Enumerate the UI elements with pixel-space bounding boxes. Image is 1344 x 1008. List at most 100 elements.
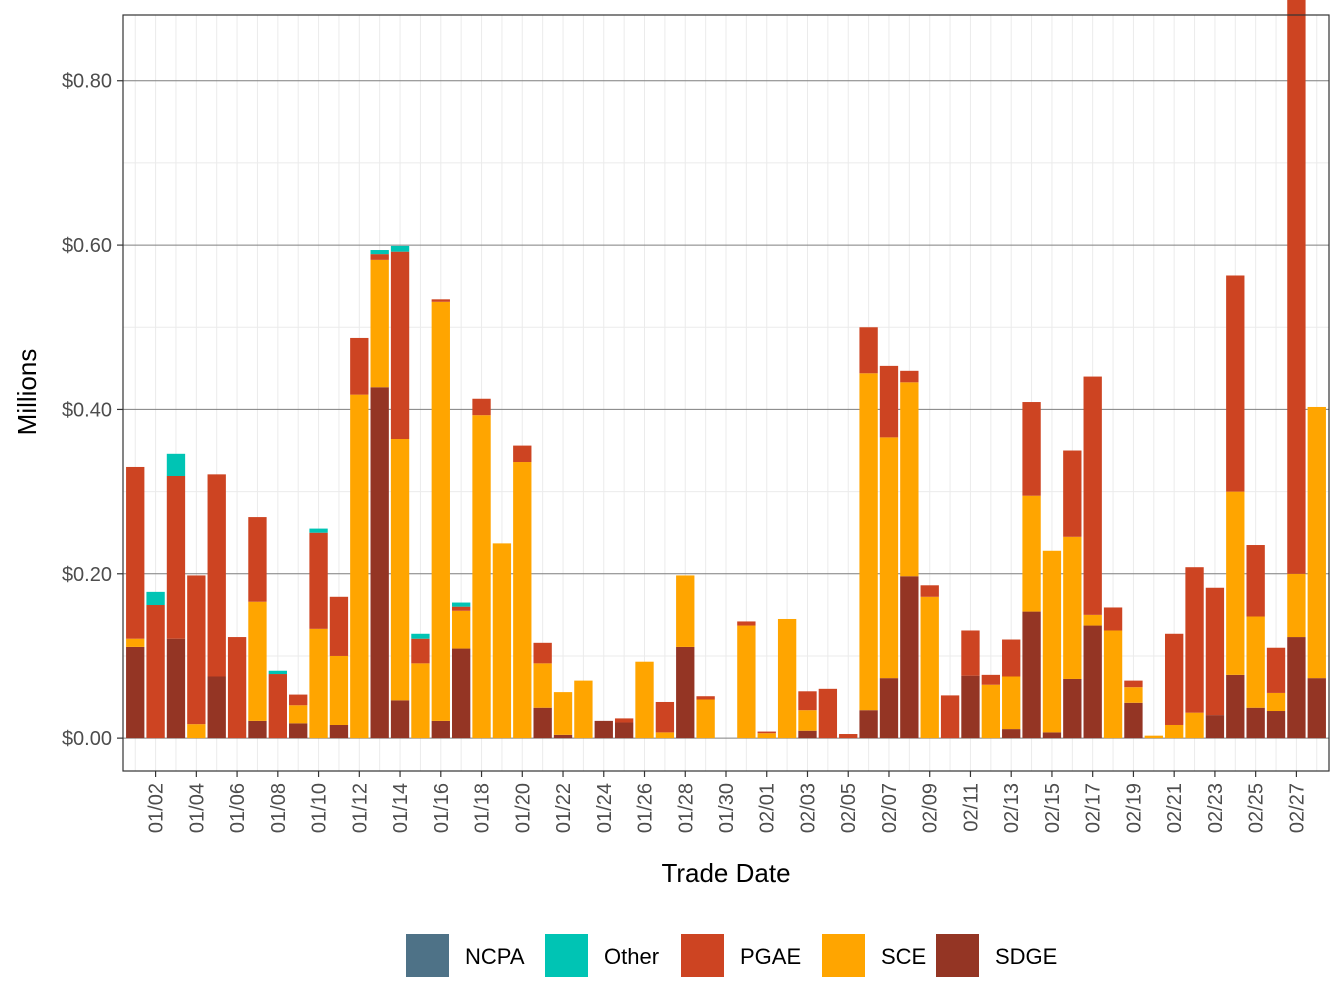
- bar-pgae-01-06: [227, 637, 247, 739]
- bar-pgae-02-05: [839, 734, 858, 739]
- bar-sdge-01-03: [166, 638, 186, 739]
- bar-sce-01-21: [533, 663, 552, 708]
- bar-sce-02-08: [900, 382, 919, 577]
- bar-pgae-02-21: [1165, 633, 1184, 725]
- bars: [126, 0, 1326, 739]
- bar-sce-02-21: [1165, 724, 1184, 739]
- bar-pgae-02-01: [757, 731, 776, 734]
- x-tick-label: 02/09: [920, 783, 942, 833]
- bar-pgae-01-13: [370, 254, 389, 260]
- bar-sce-01-27: [655, 732, 675, 739]
- bar-other-01-13: [370, 250, 389, 255]
- bar-pgae-01-31: [737, 621, 756, 626]
- bar-sdge-02-07: [879, 678, 899, 739]
- bar-pgae-02-11: [961, 630, 980, 676]
- bar-sdge-02-06: [859, 710, 878, 739]
- bar-pgae-02-12: [981, 674, 1000, 685]
- bar-pgae-01-02: [146, 605, 165, 739]
- x-tick-label: 02/07: [879, 783, 901, 833]
- bar-pgae-02-10: [940, 695, 960, 739]
- bar-sdge-02-26: [1266, 711, 1286, 739]
- bar-pgae-02-24: [1226, 275, 1245, 492]
- x-tick-label: 02/25: [1246, 783, 1268, 833]
- bar-sce-02-19: [1124, 687, 1143, 703]
- bar-sdge-02-17: [1083, 625, 1102, 739]
- y-tick-label: $0.00: [62, 728, 112, 750]
- bar-sce-02-17: [1083, 614, 1102, 626]
- bar-sce-01-07: [248, 601, 267, 721]
- bar-sdge-01-11: [329, 724, 349, 739]
- y-tick-label: $0.40: [62, 399, 112, 421]
- bar-pgae-01-12: [350, 337, 369, 395]
- legend-swatch-sdge: [936, 934, 979, 977]
- bar-sdge-02-25: [1246, 707, 1265, 739]
- bar-sce-01-31: [737, 625, 756, 739]
- legend-label-sdge: SDGE: [995, 944, 1057, 969]
- bar-sdge-01-14: [390, 700, 410, 739]
- bar-other-01-17: [452, 602, 471, 607]
- bar-pgae-02-25: [1246, 545, 1265, 617]
- bar-sce-02-16: [1063, 536, 1082, 679]
- bar-sce-01-12: [350, 394, 369, 739]
- bar-pgae-02-09: [920, 585, 939, 597]
- bar-other-01-02: [146, 591, 165, 606]
- bar-pgae-02-17: [1083, 376, 1102, 615]
- bar-pgae-02-04: [818, 688, 838, 739]
- bar-pgae-01-03: [166, 475, 186, 639]
- x-axis-title: Trade Date: [661, 858, 790, 888]
- x-tick-label: 01/26: [635, 783, 657, 833]
- bar-sce-02-06: [859, 373, 878, 711]
- bar-pgae-01-15: [411, 638, 430, 664]
- bar-sce-02-13: [1002, 676, 1021, 730]
- y-tick-label: $0.60: [62, 235, 112, 257]
- bar-pgae-01-09: [289, 694, 308, 706]
- bar-sdge-01-28: [676, 646, 695, 739]
- legend-label-sce: SCE: [881, 944, 926, 969]
- x-axis: 01/02 01/04 01/06 01/08 01/10 01/12 01/14 01/16…: [146, 771, 1308, 833]
- bar-sdge-02-11: [961, 675, 980, 739]
- x-tick-label: 02/19: [1123, 783, 1145, 833]
- legend-label-other: Other: [604, 944, 659, 969]
- bar-sce-02-24: [1226, 491, 1245, 675]
- bar-pgae-01-20: [513, 445, 532, 463]
- bar-pgae-02-18: [1103, 607, 1123, 631]
- bar-sce-01-18: [472, 415, 491, 739]
- bar-pgae-01-05: [207, 474, 226, 677]
- legend-swatch-other: [545, 934, 588, 977]
- bar-sdge-01-05: [207, 676, 226, 739]
- bar-sdge-01-25: [614, 722, 634, 739]
- bar-sdge-02-27: [1287, 637, 1306, 739]
- bar-pgae-02-06: [859, 327, 878, 374]
- bar-sce-01-04: [187, 724, 206, 739]
- bar-sce-01-26: [635, 661, 654, 739]
- bar-sdge-02-13: [1002, 729, 1021, 739]
- x-tick-label: 02/11: [960, 783, 982, 832]
- bar-pgae-01-14: [390, 251, 410, 440]
- x-tick-label: 02/27: [1286, 783, 1308, 833]
- bar-pgae-01-07: [248, 517, 267, 602]
- bar-sdge-01-24: [594, 720, 613, 739]
- bar-other-01-15: [411, 633, 430, 639]
- x-tick-label: 02/05: [838, 783, 860, 833]
- bar-sce-01-28: [676, 575, 695, 647]
- bar-other-01-08: [268, 670, 287, 675]
- bar-pgae-01-11: [329, 596, 349, 656]
- legend-swatch-ncpa: [406, 934, 449, 977]
- x-tick-label: 01/30: [716, 783, 738, 833]
- bar-sdge-01-22: [553, 734, 573, 739]
- bar-sce-02-18: [1103, 630, 1123, 739]
- bar-pgae-01-01: [126, 466, 145, 639]
- bar-sce-02-09: [920, 596, 939, 739]
- bar-sce-01-11: [329, 655, 349, 725]
- bar-sce-02-25: [1246, 616, 1265, 708]
- bar-sce-02-14: [1022, 495, 1041, 612]
- y-tick-label: $0.20: [62, 564, 112, 586]
- y-axis-title: Millions: [12, 349, 42, 436]
- bar-sce-02-12: [981, 684, 1000, 739]
- bar-sdge-02-15: [1042, 732, 1062, 739]
- bar-sce-01-01: [126, 638, 145, 647]
- bar-sdge-01-16: [431, 720, 450, 739]
- bar-pgae-02-23: [1205, 587, 1225, 716]
- bar-pgae-02-19: [1124, 680, 1143, 688]
- bar-sce-01-13: [370, 259, 389, 388]
